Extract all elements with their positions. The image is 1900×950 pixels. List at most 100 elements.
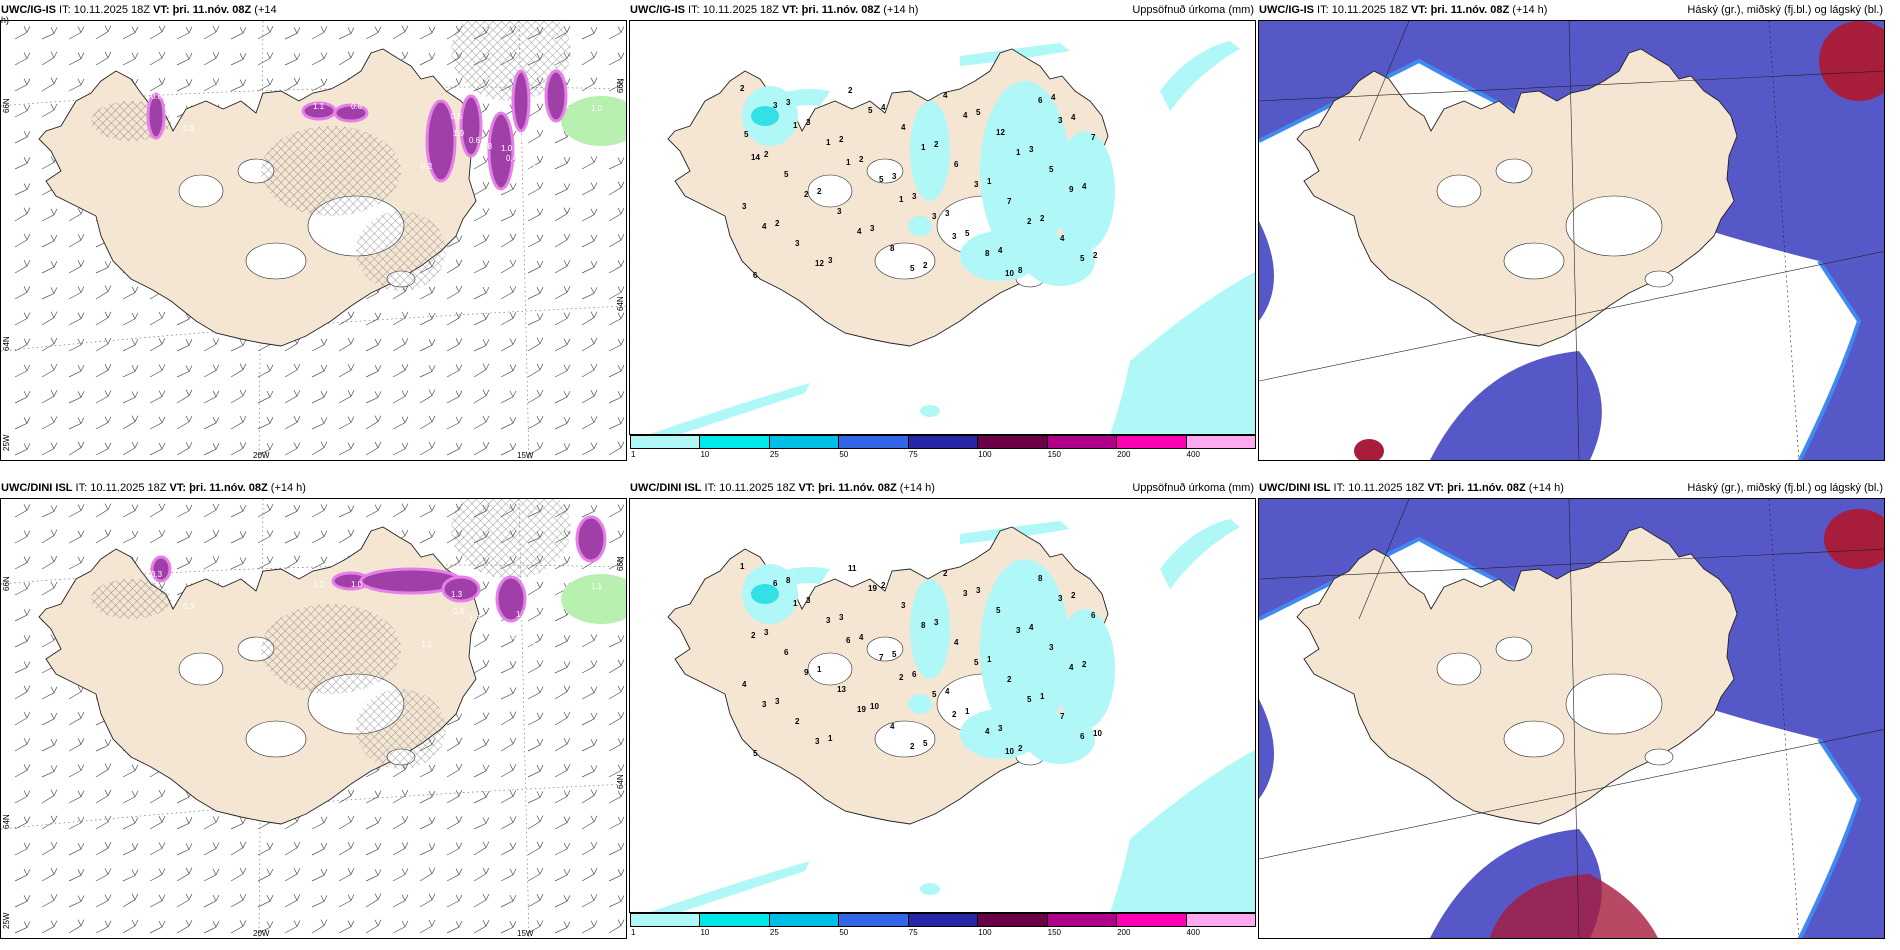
wind-barb: [68, 312, 85, 326]
precip-value: 10: [1005, 747, 1014, 756]
precip-value: 2: [899, 673, 904, 682]
wind-barb: [608, 157, 625, 170]
snowfall-value: 0.3: [183, 602, 195, 611]
wind-barb: [68, 738, 85, 752]
wind-barb: [68, 895, 85, 908]
colorbar-swatch: [838, 435, 909, 449]
wind-barb: [149, 311, 166, 326]
wind-barb: [176, 339, 193, 352]
precip-value: 4: [985, 727, 990, 736]
wind-barb: [257, 390, 274, 404]
wind-barb: [500, 842, 517, 856]
precip-value: 2: [804, 190, 809, 199]
precip-value: 3: [786, 98, 791, 107]
snowfall-value: 0.8: [151, 92, 163, 101]
wind-barb: [419, 389, 436, 404]
lead-time: (+14 h): [1509, 4, 1548, 16]
colorbar-tick: 100: [978, 928, 992, 937]
colorbar-swatch: [977, 435, 1048, 449]
wind-barb: [419, 817, 436, 830]
precip-value: 8: [921, 621, 926, 630]
wind-barb: [338, 815, 355, 830]
precip-value: 4: [954, 638, 959, 647]
wind-barb: [122, 504, 139, 518]
wind-barb: [122, 26, 139, 40]
colorbar-tick: 10: [700, 450, 710, 459]
wind-barb: [500, 790, 517, 804]
wind-barb: [608, 312, 625, 326]
precip-value: 1: [965, 707, 970, 716]
valid-time: VT: þri. 11.nóv. 08Z: [153, 4, 252, 16]
wind-barb: [14, 504, 31, 518]
wind-barb: [95, 868, 112, 882]
colorbar-swatch: [768, 913, 840, 927]
precip-value: 3: [775, 697, 780, 706]
wind-barb: [392, 789, 409, 804]
wind-barb: [14, 635, 31, 648]
wind-barb: [419, 441, 436, 456]
wind-barb: [500, 416, 517, 430]
wind-barb: [41, 311, 58, 326]
wind-barb: [176, 365, 193, 378]
colorbar-tick: 1: [631, 450, 636, 459]
graticule-labels: 66N 64N 66N 64N 25W 20W 15W: [2, 556, 625, 938]
wind-barb: [14, 183, 31, 196]
glacier: [1565, 195, 1663, 257]
wind-barb: [176, 817, 193, 830]
wind-barb: [473, 286, 490, 300]
wind-header: UWC/DINI ISL IT: 10.11.2025 18Z VT: þri.…: [0, 478, 627, 498]
wind-barb: [14, 52, 31, 66]
lead-time: (+14 h): [267, 482, 306, 494]
wind-barb: [95, 739, 112, 752]
wind-barb: [14, 312, 31, 326]
graticule: [1259, 21, 1884, 460]
wind-barb: [149, 25, 166, 40]
wind-barb: [419, 504, 436, 518]
wind-barb: [554, 233, 571, 248]
wind-barb: [473, 182, 490, 196]
precip-value: 8: [1018, 266, 1023, 275]
valid-time: VT: þri. 11.nóv. 08Z: [782, 4, 881, 16]
wind-barb: [500, 737, 517, 752]
wind-barb: [14, 556, 31, 570]
wind-barb: [446, 737, 463, 752]
cloud-map: [1259, 499, 1884, 938]
wind-barb: [95, 337, 112, 352]
wind-barb: [473, 817, 490, 830]
wind-barb: [284, 867, 301, 882]
wind-barb: [608, 391, 625, 404]
init-time: IT: 10.11.2025 18Z: [701, 482, 799, 494]
precip-value: 3: [815, 737, 820, 746]
wind-barb: [230, 841, 247, 856]
wind-barb: [14, 737, 31, 752]
lon-15-label: 15W: [517, 929, 534, 938]
wind-barb: [95, 311, 112, 326]
wind-barb: [230, 920, 247, 934]
snowfall-value: 0.8: [453, 607, 465, 616]
precip-values: 2111310314245419412513253153867538412533…: [740, 84, 1098, 280]
snowfall-value: 1.0: [501, 144, 513, 153]
lon-15-label: 15W: [517, 451, 534, 460]
wind-barb: [500, 259, 517, 274]
wind-barb: [122, 764, 139, 778]
precip-value: 4: [1071, 113, 1076, 122]
wind-barb: [365, 816, 382, 830]
wind-barb: [581, 27, 598, 40]
cloud-title: UWC/DINI ISL IT: 10.11.2025 18Z VT: þri.…: [1259, 481, 1564, 495]
precip-value: 5: [744, 130, 749, 139]
wind-barb: [149, 529, 166, 544]
precip-map-frame: 1 1 6 2 2 10 3 2 9 19 2 3 3 4 3 3 19 8 5 5 6 6 3 7 5 4 8 6 6 13 4 2 5 3 4 2…: [629, 498, 1256, 913]
glacier: [1436, 652, 1482, 686]
wind-barb: [14, 582, 31, 596]
wind-barb: [608, 556, 625, 570]
wind-barb: [581, 261, 598, 274]
wind-barb: [122, 391, 139, 404]
glacier: [1436, 174, 1482, 208]
wind-barb: [338, 841, 355, 856]
wind-barb: [41, 581, 58, 596]
wind-barb: [176, 79, 193, 92]
colorbar-swatch: [630, 435, 701, 449]
wind-barb: [203, 443, 220, 456]
snowfall-value: 1.0: [501, 622, 513, 631]
precip-value: 5: [892, 650, 897, 659]
